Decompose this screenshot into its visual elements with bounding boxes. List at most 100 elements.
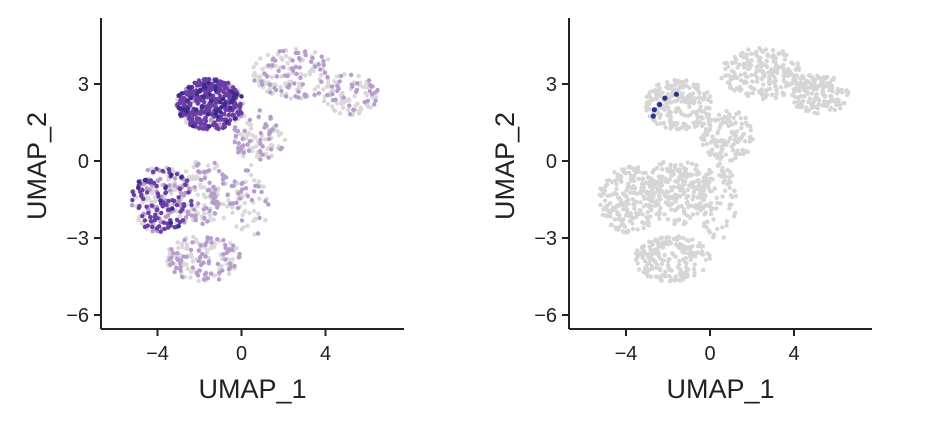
data-point [181, 254, 186, 259]
data-point [316, 91, 322, 96]
data-point [284, 94, 289, 99]
data-point [222, 103, 227, 108]
data-point [695, 195, 700, 200]
data-point [641, 244, 647, 249]
data-point [747, 66, 752, 71]
data-point [633, 167, 639, 172]
data-point [602, 198, 608, 203]
data-point [178, 106, 183, 112]
x-axis-title: UMAP_1 [198, 374, 306, 404]
data-point [206, 256, 212, 261]
data-point [692, 262, 697, 267]
data-point [221, 96, 226, 102]
data-point [709, 147, 715, 152]
data-point [183, 182, 188, 187]
data-point [325, 57, 331, 62]
data-point [707, 128, 712, 133]
data-point [339, 101, 344, 106]
data-point [258, 130, 264, 136]
data-point [312, 92, 317, 98]
data-point [667, 83, 672, 89]
data-point [169, 172, 174, 178]
data-point [773, 95, 779, 101]
data-point [608, 214, 613, 219]
data-point [355, 81, 360, 86]
data-point [628, 211, 633, 216]
data-point [685, 187, 690, 193]
data-point [219, 105, 224, 110]
data-point [822, 93, 828, 98]
data-point [651, 167, 657, 172]
data-point [214, 199, 220, 204]
data-point [239, 218, 245, 223]
data-point [708, 201, 714, 206]
data-point [356, 73, 361, 79]
data-point [247, 139, 253, 144]
data-point [362, 100, 367, 105]
data-point [266, 136, 272, 142]
data-point [279, 145, 285, 151]
data-point [318, 67, 323, 72]
data-point [767, 86, 773, 92]
data-point [340, 90, 345, 96]
data-point [698, 244, 704, 249]
data-point [279, 88, 284, 94]
data-point [218, 82, 223, 87]
data-point [207, 124, 212, 129]
data-point [607, 201, 613, 206]
data-point [710, 206, 715, 211]
data-point [615, 174, 620, 179]
data-point [684, 237, 689, 243]
data-point [257, 215, 262, 221]
data-point [221, 89, 226, 95]
data-point [809, 91, 815, 96]
data-point [198, 111, 203, 116]
data-point [728, 158, 733, 163]
data-point [728, 180, 733, 185]
data-point [338, 73, 344, 79]
data-point [773, 83, 778, 89]
data-point [626, 197, 631, 203]
data-point [260, 82, 265, 87]
data-point [701, 184, 707, 189]
data-point [645, 218, 651, 223]
data-point [247, 117, 253, 123]
data-point [184, 109, 189, 114]
data-point [220, 268, 225, 273]
data-point [346, 97, 351, 102]
data-point [188, 96, 194, 101]
highlight-point [673, 91, 680, 97]
data-point [685, 213, 690, 218]
x-tick-label: 4 [320, 343, 331, 365]
data-point [816, 102, 821, 107]
data-point [290, 68, 296, 74]
data-point [831, 75, 836, 81]
data-point [189, 269, 194, 275]
data-point [297, 56, 302, 62]
data-point [250, 133, 255, 138]
data-point [235, 205, 241, 211]
data-point [165, 213, 171, 218]
data-point [212, 166, 217, 171]
data-point [203, 254, 208, 259]
data-point [222, 111, 227, 117]
data-point [672, 278, 677, 283]
data-point [720, 225, 725, 230]
data-point [611, 191, 616, 196]
data-point [685, 173, 690, 179]
data-point [247, 210, 252, 216]
data-point [704, 172, 709, 177]
data-point [638, 189, 643, 194]
data-point [198, 254, 203, 260]
data-point [681, 191, 686, 197]
data-point [640, 184, 645, 189]
data-point [794, 73, 799, 78]
data-point [758, 62, 763, 68]
data-point [697, 100, 702, 105]
data-point [236, 141, 241, 146]
data-point [273, 123, 279, 128]
data-point [278, 84, 283, 90]
data-point [205, 219, 210, 224]
data-point [175, 102, 180, 107]
data-point [598, 202, 603, 208]
